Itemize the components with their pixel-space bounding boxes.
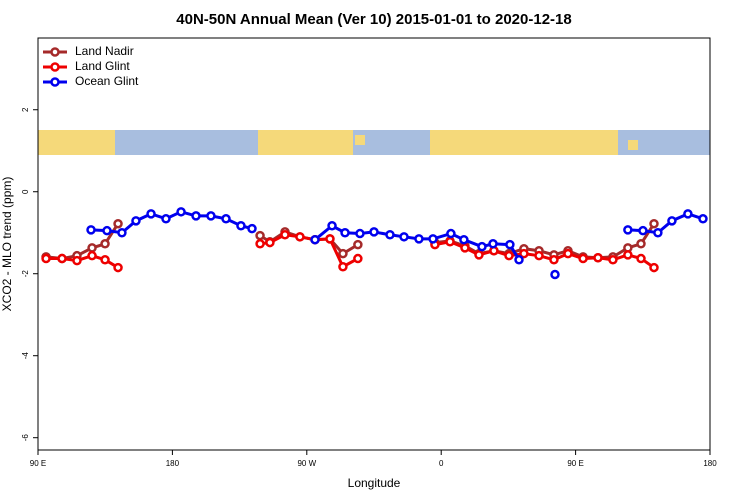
point	[102, 225, 112, 236]
point	[399, 232, 409, 242]
point	[353, 239, 363, 250]
x-axis-label: Longitude	[348, 476, 401, 490]
point	[280, 230, 290, 240]
point	[255, 239, 265, 249]
point	[414, 234, 424, 244]
x-tick-label: 180	[166, 459, 180, 468]
y-tick-label: -6	[21, 434, 30, 442]
y-tick-label: 0	[21, 189, 30, 194]
legend-marker	[50, 77, 60, 87]
x-tick-label: 90 E	[567, 459, 583, 468]
point	[340, 227, 350, 238]
point	[236, 221, 246, 231]
point	[649, 262, 659, 273]
point	[385, 230, 395, 240]
series-line	[45, 222, 656, 261]
point	[57, 253, 67, 264]
point	[100, 239, 110, 249]
point	[534, 250, 544, 261]
point	[191, 211, 201, 221]
point	[445, 236, 455, 247]
point	[295, 232, 305, 242]
point	[113, 218, 123, 229]
x-tick-label: 90 W	[297, 459, 316, 468]
point	[608, 255, 618, 265]
point	[549, 255, 559, 265]
point	[563, 248, 573, 259]
point	[221, 214, 231, 224]
y-tick-label: 2	[21, 107, 30, 112]
point	[649, 218, 659, 229]
point	[131, 216, 141, 226]
legend-label: Land Glint	[75, 59, 130, 73]
point	[477, 241, 487, 252]
point	[459, 234, 469, 245]
point	[206, 211, 216, 221]
point	[161, 214, 171, 224]
x-tick-label: 180	[703, 459, 717, 468]
point	[338, 248, 348, 259]
point	[353, 253, 363, 264]
point	[310, 234, 320, 245]
point	[636, 253, 646, 264]
point	[100, 255, 110, 265]
point	[338, 262, 348, 272]
legend-label: Ocean Glint	[75, 74, 139, 88]
legend-label: Land Nadir	[75, 44, 134, 58]
point	[325, 234, 335, 244]
point	[514, 255, 524, 265]
point	[327, 221, 337, 231]
point	[550, 269, 560, 280]
point	[488, 239, 498, 249]
point	[474, 250, 484, 260]
point	[636, 239, 646, 249]
y-axis-label: XCO2 - MLO trend (ppm)	[0, 177, 14, 312]
point	[247, 223, 257, 234]
y-tick-label: -4	[21, 352, 30, 360]
point	[593, 252, 603, 263]
point	[86, 225, 96, 235]
point	[113, 262, 123, 273]
chart-title: 40N-50N Annual Mean (Ver 10) 2015-01-01 …	[176, 11, 571, 28]
point	[428, 234, 438, 244]
point	[504, 250, 514, 261]
point	[87, 250, 97, 261]
point	[446, 228, 456, 239]
point	[667, 216, 677, 226]
point	[638, 225, 648, 236]
map-strip	[38, 130, 710, 155]
point	[519, 248, 529, 259]
point	[653, 227, 663, 238]
point	[146, 209, 156, 219]
point	[355, 228, 365, 239]
point	[505, 239, 515, 250]
point	[369, 227, 379, 237]
point	[265, 237, 275, 248]
point	[623, 250, 633, 260]
x-tick-label: 90 E	[30, 459, 46, 468]
point	[623, 225, 633, 235]
point	[41, 253, 51, 264]
point	[698, 214, 708, 224]
point	[117, 227, 127, 238]
point	[255, 230, 265, 241]
y-tick-label: -2	[21, 270, 30, 278]
x-tick-label: 0	[439, 459, 444, 468]
legend-marker	[50, 62, 60, 72]
point	[72, 255, 82, 266]
point	[176, 207, 186, 217]
legend-marker	[50, 47, 60, 57]
plot-frame	[37, 37, 711, 451]
point	[460, 243, 470, 253]
point	[87, 243, 97, 253]
point	[683, 209, 693, 219]
point	[578, 253, 588, 264]
